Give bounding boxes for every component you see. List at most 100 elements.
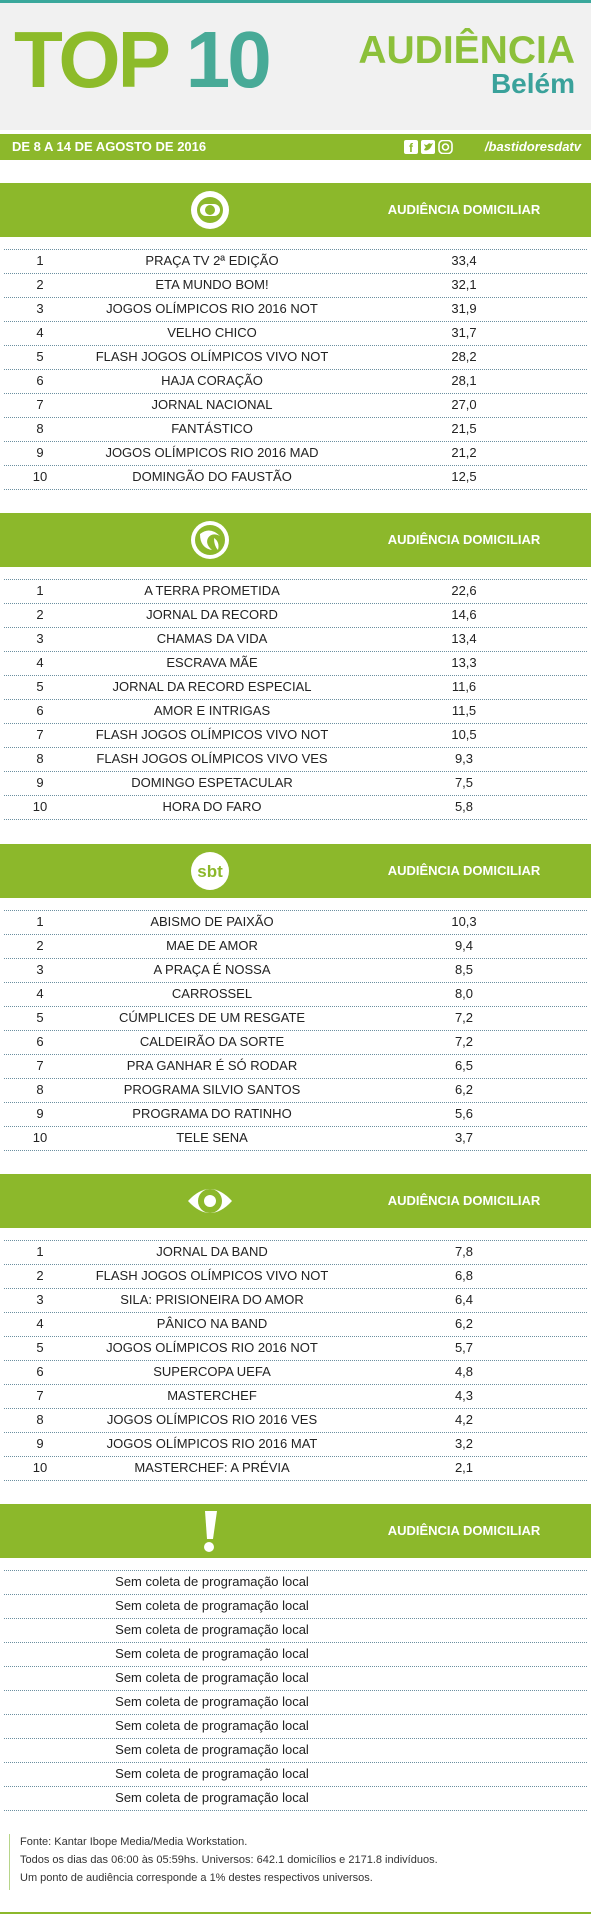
- row-divider: [4, 1335, 587, 1337]
- row-divider: [4, 699, 587, 701]
- date: DE 8 A 14 DE AGOSTO DE 2016: [12, 139, 207, 154]
- row-divider: [4, 1287, 587, 1289]
- logo-text: sbt: [197, 862, 223, 881]
- program: SUPERCOPA UEFA: [153, 1363, 271, 1379]
- program: CARROSSEL: [171, 985, 253, 1001]
- svg-text:f: f: [409, 141, 414, 154]
- row-divider: [4, 393, 587, 394]
- rank: 2: [36, 1267, 44, 1283]
- program: FLASH JOGOS OLÍMPICOS VIVO VES: [96, 751, 328, 767]
- rank: 2: [36, 607, 44, 623]
- rank: 5: [36, 349, 44, 364]
- row-divider: [4, 1690, 587, 1692]
- column-title: AUDIÊNCIA DOMICILIAR: [387, 862, 541, 878]
- rating: 7,8: [454, 1243, 474, 1259]
- rank: 2: [36, 937, 44, 953]
- program: PÂNICO NA BAND: [156, 1315, 268, 1331]
- row-divider: [4, 489, 587, 490]
- rating: 4,3: [454, 1387, 474, 1403]
- program: DOMINGÃO DO FAUSTÃO: [132, 469, 292, 484]
- program: Sem coleta de programação local: [115, 1694, 309, 1710]
- row-divider: [4, 1383, 587, 1385]
- rank: 2: [36, 277, 44, 292]
- footer-note: Um ponto de audiência corresponde a 1% d…: [20, 1872, 373, 1884]
- program: HORA DO FARO: [162, 799, 262, 815]
- channel-logo: sbt: [191, 851, 229, 890]
- row-divider: [4, 1239, 587, 1241]
- row-divider: [4, 273, 587, 274]
- program: FLASH JOGOS OLÍMPICOS VIVO NOT: [95, 349, 329, 364]
- rating: 27,0: [451, 397, 477, 412]
- rank: 8: [36, 751, 44, 767]
- row-divider: [4, 819, 587, 821]
- row-divider: [4, 1786, 587, 1788]
- section-header: sbt AUDIÊNCIA DOMICILIAR: [0, 843, 591, 898]
- program: CÚMPLICES DE UM RESGATE: [118, 1009, 306, 1025]
- rank: 9: [36, 775, 44, 791]
- column-title: AUDIÊNCIA DOMICILIAR: [387, 1192, 541, 1208]
- row-divider: [4, 1642, 587, 1644]
- row-divider: [4, 1431, 587, 1433]
- row-divider: [4, 1570, 587, 1572]
- rank: 10: [32, 1459, 48, 1475]
- section-header: AUDIÊNCIA DOMICILIAR: [0, 513, 591, 568]
- rank: 8: [36, 1081, 44, 1097]
- rank: 1: [36, 253, 44, 268]
- rank: 6: [36, 703, 44, 719]
- rank: 10: [32, 469, 48, 484]
- rank: 7: [36, 1387, 44, 1403]
- rank: 9: [36, 445, 44, 460]
- rating: 13,3: [451, 655, 477, 671]
- rank: 7: [36, 1057, 44, 1073]
- program: Sem coleta de programação local: [115, 1718, 309, 1734]
- rank: 3: [36, 1291, 44, 1307]
- title-top: TOP: [14, 15, 170, 104]
- program: Sem coleta de programação local: [115, 1670, 309, 1686]
- rating: 8,5: [454, 961, 474, 977]
- rating: 32,1: [451, 277, 477, 292]
- rank: 7: [36, 727, 44, 743]
- row-divider: [4, 771, 587, 773]
- rating: 6,4: [454, 1291, 474, 1307]
- rating: 13,4: [451, 631, 477, 647]
- row-divider: [4, 675, 587, 677]
- row-divider: [4, 627, 587, 629]
- program: JORNAL NACIONAL: [151, 397, 273, 412]
- rating: 3,7: [454, 1129, 474, 1145]
- rating: 21,5: [451, 421, 477, 436]
- rank: 7: [36, 397, 44, 412]
- program: CHAMAS DA VIDA: [156, 631, 268, 647]
- program: FLASH JOGOS OLÍMPICOS VIVO NOT: [95, 1267, 329, 1283]
- row-divider: [4, 441, 587, 442]
- rating: 10,5: [451, 727, 477, 743]
- program: Sem coleta de programação local: [115, 1622, 309, 1638]
- rating: 6,2: [454, 1315, 474, 1331]
- program: JORNAL DA RECORD ESPECIAL: [112, 679, 312, 695]
- rating: 31,9: [451, 301, 477, 316]
- rating: 3,2: [454, 1435, 474, 1451]
- row-divider: [4, 723, 587, 725]
- program: FLASH JOGOS OLÍMPICOS VIVO NOT: [95, 727, 329, 743]
- rating: 6,5: [454, 1057, 474, 1073]
- row-divider: [4, 249, 587, 250]
- rating: 28,1: [451, 373, 477, 388]
- program: PRA GANHAR É SÓ RODAR: [126, 1057, 298, 1073]
- handle: /bastidoresdatv: [484, 139, 581, 154]
- row-divider: [4, 321, 587, 322]
- top-border: [0, 0, 591, 3]
- rank: 10: [32, 1129, 48, 1145]
- city: Belém: [490, 68, 575, 99]
- row-divider: [4, 1005, 587, 1007]
- rank: 1: [36, 913, 44, 929]
- rank: 9: [36, 1435, 44, 1451]
- program: AMOR E INTRIGAS: [153, 703, 271, 719]
- rank: 4: [36, 655, 44, 671]
- row-divider: [4, 1810, 587, 1812]
- row-divider: [4, 1359, 587, 1361]
- program: MAE DE AMOR: [166, 937, 258, 953]
- rating: 7,5: [454, 775, 474, 791]
- row-divider: [4, 957, 587, 959]
- rating: 11,6: [451, 679, 477, 695]
- column-title: AUDIÊNCIA DOMICILIAR: [387, 532, 541, 548]
